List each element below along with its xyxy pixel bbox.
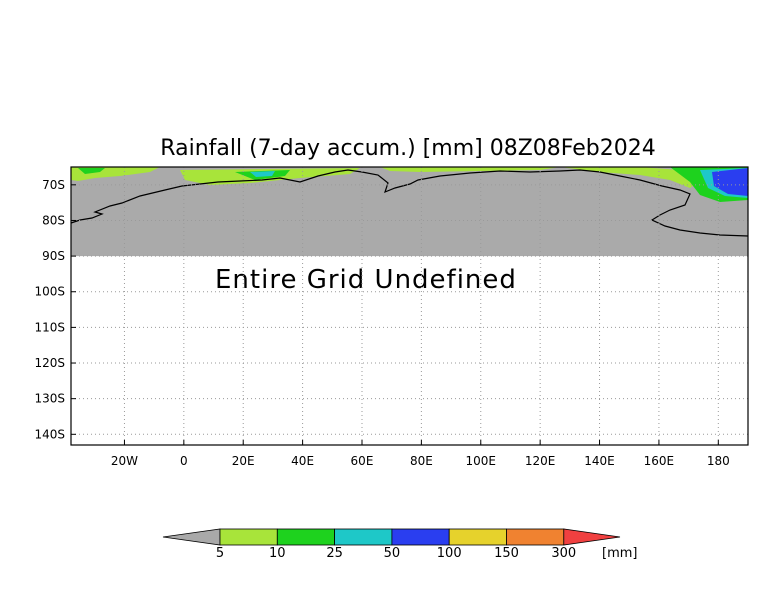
x-tick-label: 20W (111, 454, 138, 468)
legend-level-label: 300 (551, 546, 576, 561)
y-tick-label: 80S (42, 213, 65, 227)
legend-labels: 5 10 25 50 100 150 300 (216, 546, 576, 561)
legend-color-box (391, 528, 450, 546)
x-tick-label: 140E (584, 454, 615, 468)
antarctica-coastline (70, 169, 749, 237)
y-tick-label: 110S (34, 320, 65, 334)
legend-level-label: 50 (384, 546, 401, 561)
legend-level-label: 25 (326, 546, 343, 561)
undefined-grid-message: Entire Grid Undefined (215, 265, 517, 295)
gridlines (71, 167, 748, 445)
y-tick-label: 70S (42, 178, 65, 192)
y-tick-label: 140S (34, 427, 65, 441)
legend-under-triangle (162, 528, 221, 546)
x-axis-ticks: 20W 0 20E 40E 60E 80E 100E 120E 140E 160E 180 (111, 440, 730, 468)
x-tick-label: 160E (644, 454, 675, 468)
x-tick-label: 100E (466, 454, 497, 468)
rain-patch-central-cyan (250, 171, 275, 177)
map-title: Rainfall (7-day accum.) [mm] 08Z08Feb202… (160, 136, 655, 161)
legend-color-box (219, 528, 278, 546)
color-legend: 5 10 25 50 100 150 300 [mm] (162, 528, 637, 561)
rain-patch-east-blue (712, 168, 748, 196)
y-tick-label: 90S (42, 249, 65, 263)
rain-patch-west-green (78, 168, 105, 174)
x-tick-label: 0 (180, 454, 188, 468)
x-tick-label: 40E (291, 454, 314, 468)
legend-level-label: 150 (494, 546, 519, 561)
legend-level-label: 5 (216, 546, 224, 561)
x-tick-label: 120E (525, 454, 556, 468)
y-tick-label: 120S (34, 356, 65, 370)
x-tick-label: 60E (351, 454, 374, 468)
y-axis-ticks: 70S 80S 90S 100S 110S 120S 130S 140S (34, 178, 76, 441)
legend-color-boxes (162, 528, 621, 546)
x-tick-label: 20E (232, 454, 255, 468)
legend-over-triangle (563, 528, 621, 546)
legend-level-label: 100 (437, 546, 462, 561)
rain-patch-east-coast (560, 167, 700, 188)
x-tick-label: 180 (707, 454, 730, 468)
legend-color-box (276, 528, 335, 546)
legend-color-box (334, 528, 393, 546)
legend-color-box (506, 528, 565, 546)
y-tick-label: 130S (34, 392, 65, 406)
x-tick-label: 80E (410, 454, 433, 468)
legend-unit-label: [mm] (602, 546, 637, 561)
legend-level-label: 10 (269, 546, 286, 561)
map-frame (70, 166, 749, 446)
rain-patch-north-strip (380, 167, 560, 172)
antarctica-land-area (71, 167, 748, 257)
map-region: Entire Grid Undefined 20W 0 20E 40E 60E 80E 10… (34, 166, 749, 468)
legend-color-box (448, 528, 507, 546)
y-tick-label: 100S (34, 285, 65, 299)
rainfall-patches (71, 167, 748, 202)
